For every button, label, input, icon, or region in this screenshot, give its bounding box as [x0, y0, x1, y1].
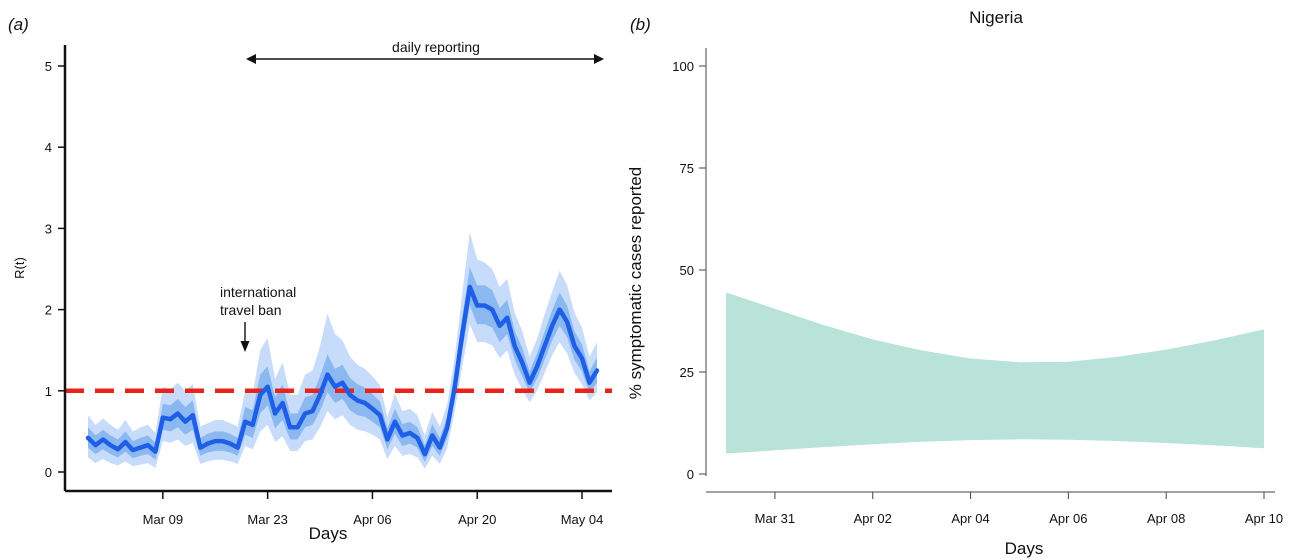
panel-b-y-axis-title: % symptomatic cases reported — [626, 167, 645, 399]
x-tick-label: Apr 08 — [1147, 511, 1185, 526]
panel-b-label: (b) — [630, 15, 651, 34]
travel-ban-label-line1: international — [220, 284, 296, 300]
y-tick-label: 1 — [45, 384, 52, 399]
x-tick-label: Apr 04 — [951, 511, 989, 526]
x-tick-label: Mar 23 — [247, 512, 287, 527]
y-tick-label: 3 — [45, 221, 52, 236]
x-tick-label: May 04 — [561, 512, 604, 527]
y-tick-label: 50 — [680, 263, 694, 278]
panel-b-x-ticks: Mar 31 Apr 02 Apr 04 Apr 06 Apr 08 Apr 10 — [755, 492, 1283, 526]
arrow-left-icon — [246, 54, 256, 64]
travel-ban-annotation: international travel ban — [220, 284, 296, 352]
inner-credible-interval-band — [88, 267, 597, 463]
panel-b-title: Nigeria — [969, 8, 1023, 27]
y-tick-label: 75 — [680, 161, 694, 176]
reporting-range-area — [726, 292, 1264, 454]
panel-a-y-axis-title: R(t) — [12, 257, 27, 279]
x-tick-label: Apr 20 — [458, 512, 496, 527]
panel-b-plot-area — [726, 292, 1264, 454]
y-tick-label: 100 — [672, 59, 694, 74]
x-tick-label: Apr 10 — [1245, 511, 1283, 526]
arrow-down-icon — [240, 341, 250, 352]
y-tick-label: 4 — [45, 140, 52, 155]
x-tick-label: Mar 09 — [143, 512, 183, 527]
y-tick-label: 0 — [45, 465, 52, 480]
x-tick-label: Mar 31 — [755, 511, 795, 526]
daily-reporting-annotation: daily reporting — [246, 39, 604, 64]
panel-a-y-ticks: 0 1 2 3 4 5 — [45, 59, 65, 480]
panel-b-y-ticks: 0 25 50 75 100 — [672, 59, 706, 482]
y-tick-label: 2 — [45, 303, 52, 318]
panel-b: (b) Nigeria 0 25 50 75 100 Mar 31 Apr 02 Apr 0… — [626, 8, 1283, 558]
daily-reporting-label: daily reporting — [392, 39, 480, 55]
panel-a-label: (a) — [8, 15, 29, 34]
panel-a-x-ticks: Mar 09 Mar 23 Apr 06 Apr 20 May 04 — [143, 491, 604, 527]
x-tick-label: Apr 02 — [854, 511, 892, 526]
panel-a-x-axis-title: Days — [309, 524, 348, 543]
panel-a: (a) 0 1 2 3 4 5 Mar 09 Mar 23 Apr 06 Apr 20 May 0… — [8, 15, 612, 543]
x-tick-label: Apr 06 — [1049, 511, 1087, 526]
y-tick-label: 5 — [45, 59, 52, 74]
x-tick-label: Apr 06 — [353, 512, 391, 527]
rt-median-line — [85, 284, 600, 457]
travel-ban-label-line2: travel ban — [220, 302, 281, 318]
arrow-right-icon — [594, 54, 604, 64]
panel-b-x-axis-title: Days — [1005, 539, 1044, 558]
panel-a-plot-area — [65, 232, 612, 469]
y-tick-label: 25 — [680, 365, 694, 380]
y-tick-label: 0 — [687, 467, 694, 482]
